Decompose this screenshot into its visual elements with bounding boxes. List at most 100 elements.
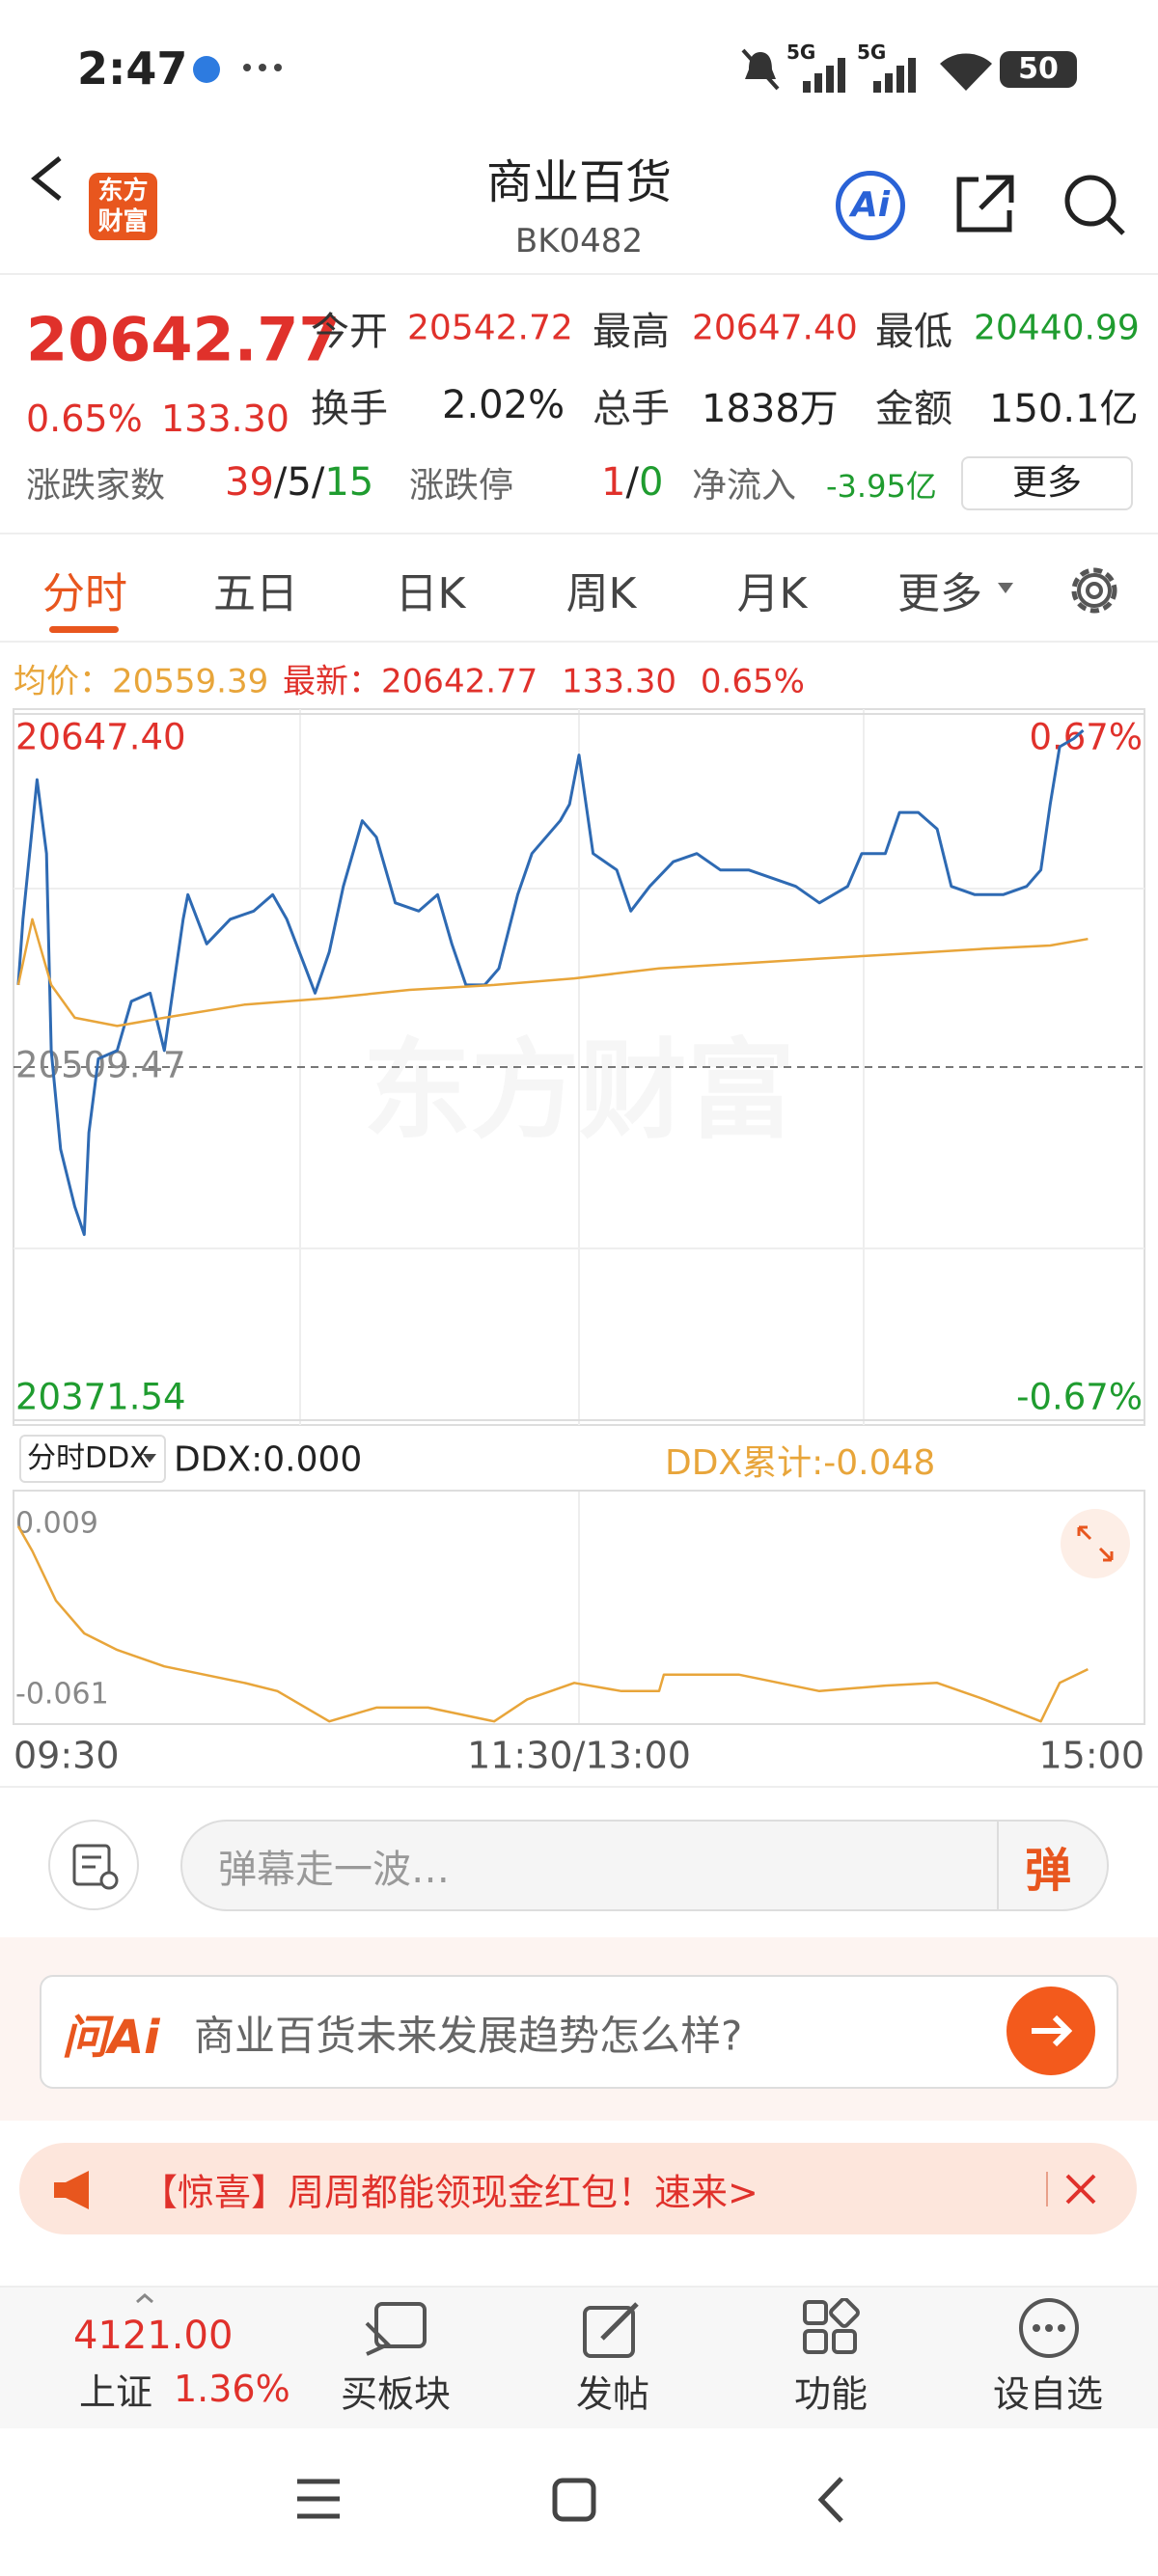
inflow-label: 净流入	[692, 466, 797, 506]
change-pct: 0.65%	[700, 662, 805, 701]
nav-icon	[1019, 2298, 1079, 2358]
tab[interactable]: 周K	[565, 569, 637, 618]
divider	[997, 1822, 999, 1909]
share-button[interactable]	[953, 172, 1017, 235]
ddx-value: DDX:0.000	[174, 1439, 363, 1480]
y-tick-label: 0.009	[15, 1506, 98, 1540]
tab[interactable]: 月K	[736, 569, 808, 618]
ask-submit[interactable]	[1006, 1987, 1095, 2075]
system-back[interactable]	[816, 2476, 845, 2524]
comment-send[interactable]: 弹	[1025, 1844, 1072, 1898]
field-label: 总手	[593, 387, 670, 431]
network-label: 5G	[786, 41, 816, 64]
nav-icon	[365, 2302, 427, 2356]
indicator-selector[interactable]: 分时DDX	[19, 1435, 166, 1483]
y2-tick-label: -0.67%	[1016, 1377, 1143, 1418]
dropdown-icon	[998, 583, 1013, 593]
battery: 50	[1000, 51, 1077, 88]
change: 133.30	[161, 397, 290, 440]
dropdown-icon	[143, 1454, 156, 1463]
index-name: 上证	[79, 2370, 153, 2414]
down-count: 15	[324, 460, 374, 505]
nav-item[interactable]: 设自选	[992, 2372, 1103, 2416]
limit-up: 1	[601, 460, 626, 505]
promo-banner[interactable]	[19, 2143, 1137, 2234]
status-more	[243, 64, 282, 71]
field-value: 20542.72	[407, 308, 573, 348]
field-value: 150.1亿	[989, 387, 1139, 431]
ddx-frame	[13, 1490, 1145, 1725]
settings-button[interactable]	[1065, 562, 1123, 619]
comment-placeholder: 弹幕走一波…	[218, 1848, 450, 1892]
y-tick-label: 20647.40	[15, 717, 186, 758]
divider	[0, 533, 1158, 534]
wifi-icon	[940, 53, 992, 91]
field-value: 2.02%	[442, 383, 565, 427]
limit-counts: 1/0	[601, 460, 663, 505]
more-button[interactable]: 更多	[961, 456, 1133, 510]
back-button[interactable]	[25, 154, 68, 203]
x-tick-label: 15:00	[1038, 1735, 1144, 1777]
megaphone-icon	[54, 2171, 89, 2209]
breadth-label: 涨跌家数	[26, 466, 166, 506]
x-tick-label: 11:30/13:00	[467, 1735, 691, 1777]
field-label: 今开	[311, 310, 388, 354]
separator: /	[625, 460, 639, 505]
field-value: 1838万	[702, 387, 839, 431]
x-tick-label: 09:30	[14, 1735, 120, 1777]
avg-label: 均价：	[14, 662, 112, 701]
board-code: BK0482	[514, 222, 644, 260]
nav-icon	[803, 2298, 860, 2354]
breadth-counts: 39/5/15	[225, 460, 373, 505]
limit-label: 涨跌停	[409, 466, 514, 506]
y2-tick-label: 0.67%	[1029, 717, 1143, 758]
bottom-nav	[0, 2286, 1158, 2428]
last-price: 20642.77	[26, 304, 341, 375]
tab[interactable]: 五日	[213, 569, 298, 618]
chart-guides	[14, 709, 1144, 1724]
up-count: 39	[225, 460, 274, 505]
index-value[interactable]: 4121.00	[73, 2314, 234, 2358]
last-price: 20642.77	[381, 662, 538, 701]
limit-down: 0	[638, 460, 664, 505]
tab[interactable]: 日K	[395, 569, 466, 618]
close-button[interactable]	[1063, 2172, 1098, 2206]
y-tick-label: -0.061	[15, 1678, 109, 1712]
field-label: 最低	[875, 310, 952, 354]
tab[interactable]: 更多	[897, 569, 982, 618]
change-pct: 0.65%	[26, 397, 143, 440]
system-menu[interactable]	[295, 2478, 342, 2520]
tab-active[interactable]: 分时	[42, 569, 127, 618]
system-home[interactable]	[552, 2478, 596, 2522]
nav-item[interactable]: 功能	[793, 2372, 868, 2416]
ddx-total: DDX累计:-0.048	[665, 1443, 936, 1483]
search-button[interactable]	[1062, 172, 1127, 237]
divider	[0, 1786, 1158, 1788]
field-value: 20440.99	[974, 308, 1140, 348]
status-icon	[193, 56, 220, 83]
divider	[0, 641, 1158, 643]
change: 133.30	[562, 662, 677, 701]
network-label: 5G	[857, 41, 887, 64]
nav-icon	[583, 2302, 639, 2358]
flat-count: 5	[287, 460, 312, 505]
ai-button[interactable]: Ai	[836, 171, 905, 240]
index-change: 1.36%	[174, 2368, 290, 2410]
ask-box[interactable]	[40, 1975, 1118, 2089]
page-title: 商业百货	[485, 155, 672, 209]
comment-toggle[interactable]	[47, 1819, 140, 1911]
y-tick-label: 20371.54	[15, 1377, 186, 1418]
nav-item[interactable]: 发帖	[575, 2372, 649, 2416]
info-line: 均价：20559.39 最新：20642.77 133.30 0.65%	[14, 655, 805, 702]
avg-price: 20559.39	[112, 662, 269, 701]
nav-item[interactable]: 买板块	[340, 2372, 451, 2416]
mute-icon	[741, 48, 780, 91]
comment-input[interactable]	[180, 1820, 1109, 1911]
logo-line: 财富	[97, 207, 149, 236]
ask-question: 商业百货未来发展趋势怎么样?	[194, 2012, 743, 2060]
expand-button[interactable]	[1060, 1508, 1131, 1579]
series-line	[16, 1525, 1089, 1723]
field-value: 20647.40	[692, 308, 858, 348]
